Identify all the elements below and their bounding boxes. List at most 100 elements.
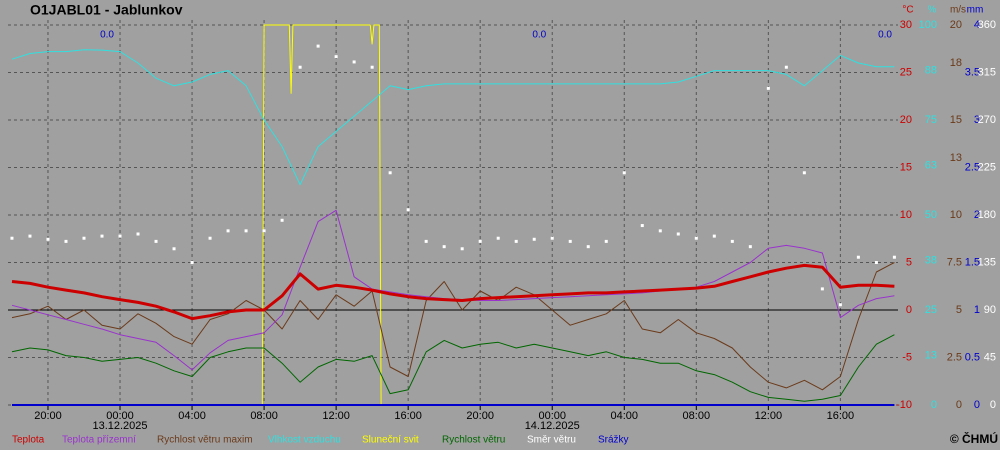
axis-unit: mm [967,5,984,16]
axis-unit: °C [902,5,913,16]
scatter-point [712,234,716,238]
series-line [11,49,895,186]
y-tick-label: 270 [978,114,996,126]
scatter-point [172,247,176,251]
y-tick-label: 135 [978,256,996,268]
scatter-point [784,65,788,69]
scatter-point [550,236,554,240]
scatter-point [100,234,104,238]
scatter-point [856,255,860,259]
scatter-point [496,236,500,240]
scatter-point [604,239,608,243]
y-tick-label: 75 [925,114,937,126]
scatter-point [478,239,482,243]
scatter-point [262,229,266,233]
y-tick-label: 1 [974,304,980,316]
y-tick-label: 18 [950,57,962,69]
scatter-point [82,236,86,240]
y-tick-label: 15 [900,161,912,173]
scatter-point [730,239,734,243]
scatter-point [154,239,158,243]
y-tick-label: 25 [900,66,912,78]
y-tick-label: 63 [925,160,937,172]
y-tick-label: 0.5 [965,351,980,363]
y-tick-label: 38 [925,255,937,267]
scatter-point [190,261,194,264]
scatter-point [424,239,428,243]
y-tick-label: 0 [931,399,937,411]
scatter-point [766,86,770,90]
y-tick-label: 15 [950,114,962,126]
scatter-point [892,255,896,259]
scatter-point [460,247,464,251]
y-tick-label: 30 [900,19,912,31]
x-tick-label: 20:00 [34,410,62,422]
legend-label: Teplota přízemní [62,435,136,446]
axis-unit: % [928,5,937,16]
y-tick-label: -5 [902,351,912,363]
scatter-point [280,218,284,222]
legend-label: Rychlost větru [442,435,505,446]
x-tick-label: 08:00 [250,410,278,422]
scatter-point [64,239,68,243]
y-tick-label: 88 [925,65,937,77]
x-tick-label: 00:00 [106,410,134,422]
x-tick-label: 04:00 [178,410,206,422]
y-tick-label: 0 [906,304,912,316]
x-tick-label: 12:00 [755,410,783,422]
y-tick-label: 2.5 [947,351,962,363]
y-tick-label: 2 [974,209,980,221]
y-tick-label: 0 [990,399,996,411]
scatter-point [208,236,212,240]
y-tick-label: 10 [950,209,962,221]
y-tick-label: 45 [984,351,996,363]
y-tick-label: 20 [950,19,962,31]
x-tick-label: 04:00 [610,410,638,422]
scatter-point [316,44,320,48]
scatter-point [622,171,626,175]
scatter-point [136,232,140,236]
scatter-point [568,239,572,243]
y-tick-label: 315 [978,66,996,78]
scatter-point [370,65,374,69]
y-tick-label: 10 [900,209,912,221]
scatter-point [388,171,392,175]
scatter-point [334,55,338,59]
x-tick-label: 16:00 [394,410,422,422]
y-tick-label: 3.5 [965,66,980,78]
y-tick-label: 180 [978,209,996,221]
scatter-point [640,224,644,228]
scatter-point [244,229,248,233]
scatter-point [352,60,356,64]
scatter-point [532,237,536,241]
date-label: 13.12.2025 [92,420,147,432]
y-tick-label: 225 [978,161,996,173]
scatter-point [514,239,518,243]
scatter-point [748,245,752,249]
scatter-point [874,261,878,264]
chart-title: O1JABL01 - Jablunkov [30,2,183,18]
legend-label: Vlhkost vzduchu [268,435,341,446]
scatter-point [298,65,302,69]
scatter-point [118,234,122,238]
x-tick-label: 08:00 [683,410,711,422]
scatter-point [226,229,230,233]
daily-total: 0.0 [532,30,546,41]
daily-total: 0.0 [100,30,114,41]
axis-unit: m/s [950,5,966,16]
daily-total: 0.0 [878,30,892,41]
date-label: 14.12.2025 [525,420,580,432]
series-line [11,262,895,391]
scatter-point [820,287,824,291]
scatter-point [46,237,50,241]
y-tick-label: 4 [974,19,980,31]
y-tick-label: 100 [919,19,937,31]
scatter-point [676,232,680,236]
y-tick-label: 360 [978,19,996,31]
legend-label: Rychlost větru maxim [157,435,253,446]
x-tick-label: 12:00 [322,410,350,422]
y-tick-label: 5 [906,256,912,268]
y-tick-label: 2.5 [965,161,980,173]
scatter-point [802,171,806,175]
